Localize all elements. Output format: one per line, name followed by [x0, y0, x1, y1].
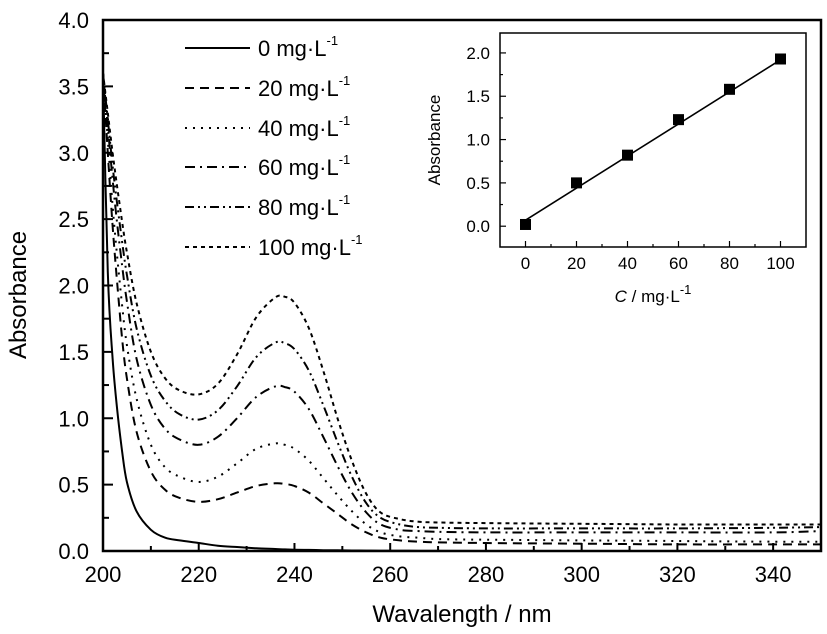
y-tick-label: 0.0 — [58, 539, 89, 564]
inset-data-point — [520, 218, 531, 230]
legend-label-exponent: -1 — [339, 192, 351, 207]
legend-label: 20 mg·L-1 — [258, 73, 350, 101]
inset-data-point — [571, 177, 582, 189]
y-tick-label: 3.0 — [58, 141, 89, 166]
legend-label-text: 0 mg·L — [258, 36, 326, 61]
inset-y-tick-label: 0.0 — [466, 217, 490, 236]
series-line-40-mg — [102, 73, 822, 543]
inset-x-axis-title-unit: / mg·L — [627, 287, 680, 306]
inset-x-tick-label: 100 — [766, 254, 794, 273]
x-tick-label: 220 — [180, 562, 217, 587]
main-plot: 200 220 240 260 280 300 320 340 0.00.51.01.52.0… — [5, 8, 823, 628]
x-tick-label: 320 — [659, 562, 696, 587]
main-x-axis-title: Wavalength / nm — [372, 601, 551, 628]
inset-y-axis-title: Absorbance — [425, 95, 444, 186]
main-x-ticks: 200 220 240 260 280 300 320 340 — [85, 543, 792, 587]
inset-x-axis-title: C / mg·L-1 — [615, 282, 692, 306]
legend-label-text: 60 mg·L — [258, 155, 339, 180]
legend-item: 60 mg·L-1 — [185, 152, 350, 180]
legend-item: 100 mg·L-1 — [185, 232, 363, 260]
inset-y-tick-label: 2.0 — [466, 44, 490, 63]
legend-label-text: 20 mg·L — [258, 76, 339, 101]
series-line-80-mg — [102, 72, 822, 530]
legend-label-text: 80 mg·L — [258, 195, 339, 220]
y-tick-label: 2.5 — [58, 207, 89, 232]
inset-y-ticks: 0.0 0.5 1.0 1.5 2.0 — [466, 44, 506, 236]
inset-x-tick-label: 20 — [567, 254, 586, 273]
x-tick-label: 280 — [468, 562, 505, 587]
inset-data-point — [622, 149, 633, 161]
inset-y-tick-label: 1.5 — [466, 87, 490, 106]
inset-y-tick-label: 0.5 — [466, 174, 490, 193]
legend-item: 20 mg·L-1 — [185, 73, 350, 101]
inset-data-point — [775, 53, 786, 65]
inset-points — [520, 53, 786, 230]
x-tick-label: 200 — [85, 562, 122, 587]
legend: 0 mg·L-120 mg·L-140 mg·L-160 mg·L-180 mg… — [185, 33, 363, 260]
series-line-100-mg — [102, 72, 821, 526]
legend-label: 80 mg·L-1 — [258, 192, 350, 220]
inset-data-point — [673, 114, 684, 126]
inset-x-tick-label: 0 — [521, 254, 530, 273]
x-tick-label: 240 — [276, 562, 313, 587]
legend-item: 80 mg·L-1 — [185, 192, 350, 220]
legend-label-exponent: -1 — [326, 33, 338, 48]
legend-label-exponent: -1 — [339, 113, 351, 128]
legend-label-exponent: -1 — [351, 232, 363, 247]
x-tick-label: 260 — [372, 562, 409, 587]
y-tick-label: 1.5 — [58, 340, 89, 365]
x-tick-label: 300 — [563, 562, 600, 587]
series-line-20-mg — [102, 73, 821, 546]
y-tick-label: 4.0 — [58, 8, 89, 33]
inset-fit-line — [525, 59, 781, 221]
x-tick-label: 340 — [755, 562, 792, 587]
legend-label: 100 mg·L-1 — [258, 232, 363, 260]
y-tick-label: 2.0 — [58, 274, 89, 299]
inset-x-tick-label: 80 — [720, 254, 739, 273]
inset-x-axis-title-symbol: C — [615, 287, 628, 306]
legend-item: 40 mg·L-1 — [185, 113, 350, 141]
main-y-ticks: 0.0 0.5 1.0 1.5 2.0 2.5 3.0 3.5 4.0 — [58, 8, 113, 564]
inset-y-tick-label: 1.0 — [466, 131, 490, 150]
y-tick-label: 1.0 — [58, 406, 89, 431]
series-line-60-mg — [102, 73, 822, 534]
legend-label-text: 40 mg·L — [258, 116, 339, 141]
legend-label: 0 mg·L-1 — [258, 33, 338, 61]
main-y-axis-title: Absorbance — [5, 231, 32, 359]
legend-item: 0 mg·L-1 — [185, 33, 338, 61]
legend-label-text: 100 mg·L — [258, 235, 351, 260]
legend-label: 40 mg·L-1 — [258, 113, 350, 141]
inset-data-point — [724, 83, 735, 95]
legend-label-exponent: -1 — [339, 73, 351, 88]
legend-label-exponent: -1 — [339, 152, 351, 167]
inset-x-tick-label: 40 — [618, 254, 637, 273]
inset-x-ticks: 0 20 40 60 80 100 — [521, 241, 795, 273]
inset-plot: 0 20 40 60 80 100 0.00.51.01.52.0 Absorbance … — [425, 32, 807, 306]
y-tick-label: 0.5 — [58, 473, 89, 498]
legend-label: 60 mg·L-1 — [258, 152, 350, 180]
y-tick-label: 3.5 — [58, 74, 89, 99]
inset-fit-line-group — [525, 59, 781, 221]
inset-x-axis-title-exponent: -1 — [680, 282, 692, 297]
inset-x-tick-label: 60 — [669, 254, 688, 273]
